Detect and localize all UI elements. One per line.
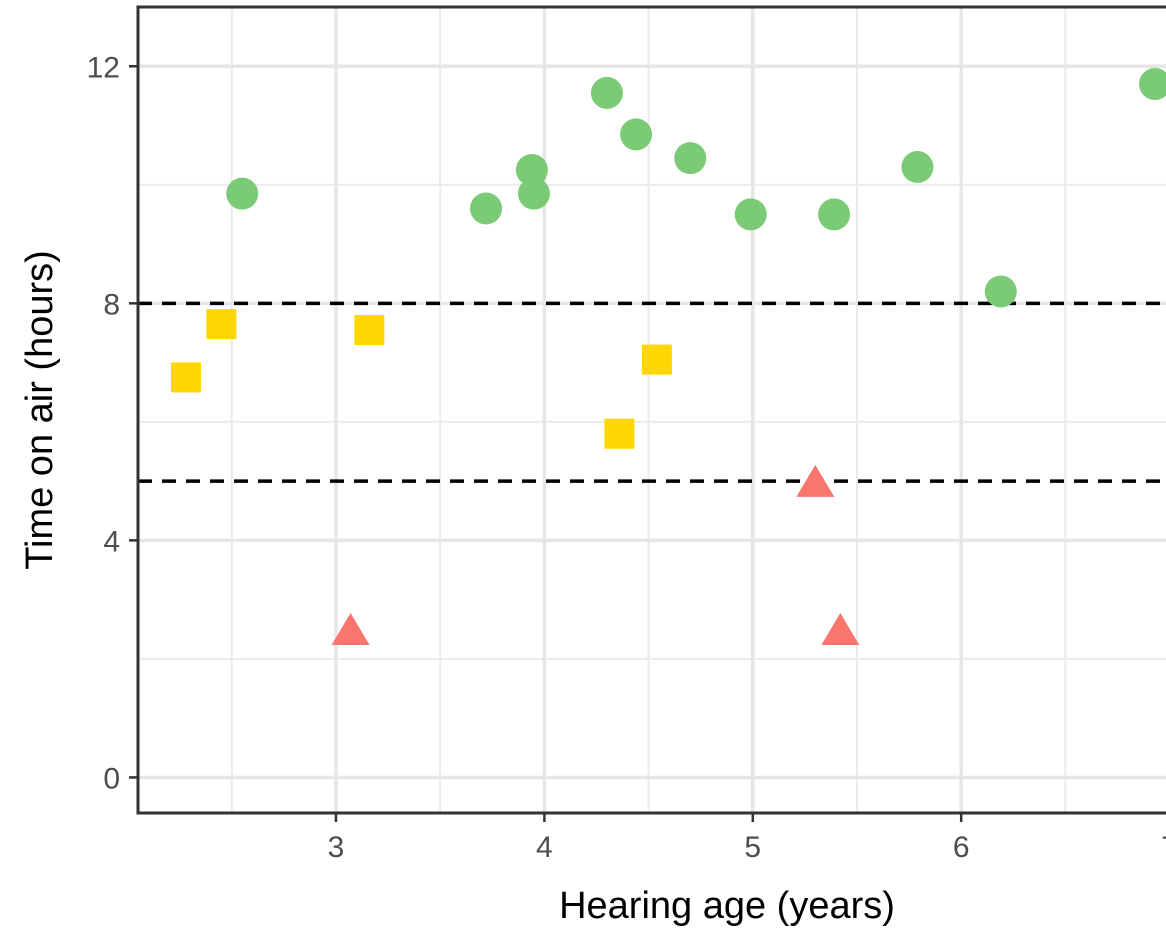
plot-panel-border bbox=[136, 5, 1166, 815]
data-point-circle bbox=[984, 275, 1017, 308]
x-axis-title: Hearing age (years) bbox=[559, 885, 895, 927]
x-tick-label: 3 bbox=[328, 831, 345, 864]
plot-panel-background bbox=[138, 7, 1166, 813]
y-tick-label: 8 bbox=[103, 288, 120, 321]
data-point-circle bbox=[674, 142, 707, 175]
data-points bbox=[170, 68, 1166, 646]
data-point-circle bbox=[590, 76, 623, 109]
series-square bbox=[170, 309, 672, 449]
data-point-circle bbox=[1138, 68, 1166, 101]
data-point-square bbox=[354, 314, 385, 345]
x-tick-label: 4 bbox=[536, 831, 553, 864]
data-point-square bbox=[604, 418, 635, 449]
data-point-circle bbox=[470, 192, 503, 225]
x-tick-label: 6 bbox=[953, 831, 970, 864]
axis-ticks: 3 4 5 6 7 0 4 8 12 bbox=[87, 51, 1166, 864]
gridlines bbox=[138, 7, 1166, 813]
data-point-square bbox=[170, 362, 201, 393]
y-tick-label: 12 bbox=[87, 51, 120, 84]
data-point-circle bbox=[515, 153, 548, 186]
y-tick-label: 4 bbox=[103, 525, 120, 558]
data-point-triangle bbox=[821, 613, 860, 646]
data-point-square bbox=[641, 344, 672, 375]
data-point-circle bbox=[517, 177, 550, 210]
x-tick-label: 5 bbox=[744, 831, 761, 864]
y-tick-label: 0 bbox=[103, 762, 120, 795]
data-point-circle bbox=[620, 118, 653, 151]
x-tick-label: 7 bbox=[1161, 831, 1166, 864]
data-point-circle bbox=[226, 177, 259, 210]
series-triangle bbox=[331, 464, 860, 646]
data-point-triangle bbox=[796, 464, 835, 497]
data-point-circle bbox=[818, 198, 851, 231]
data-point-triangle bbox=[331, 613, 370, 646]
data-point-square bbox=[206, 309, 237, 340]
data-point-circle bbox=[734, 198, 767, 231]
y-axis-title: Time on air (hours) bbox=[19, 250, 61, 570]
data-point-circle bbox=[901, 151, 934, 184]
series-circle bbox=[226, 68, 1166, 308]
